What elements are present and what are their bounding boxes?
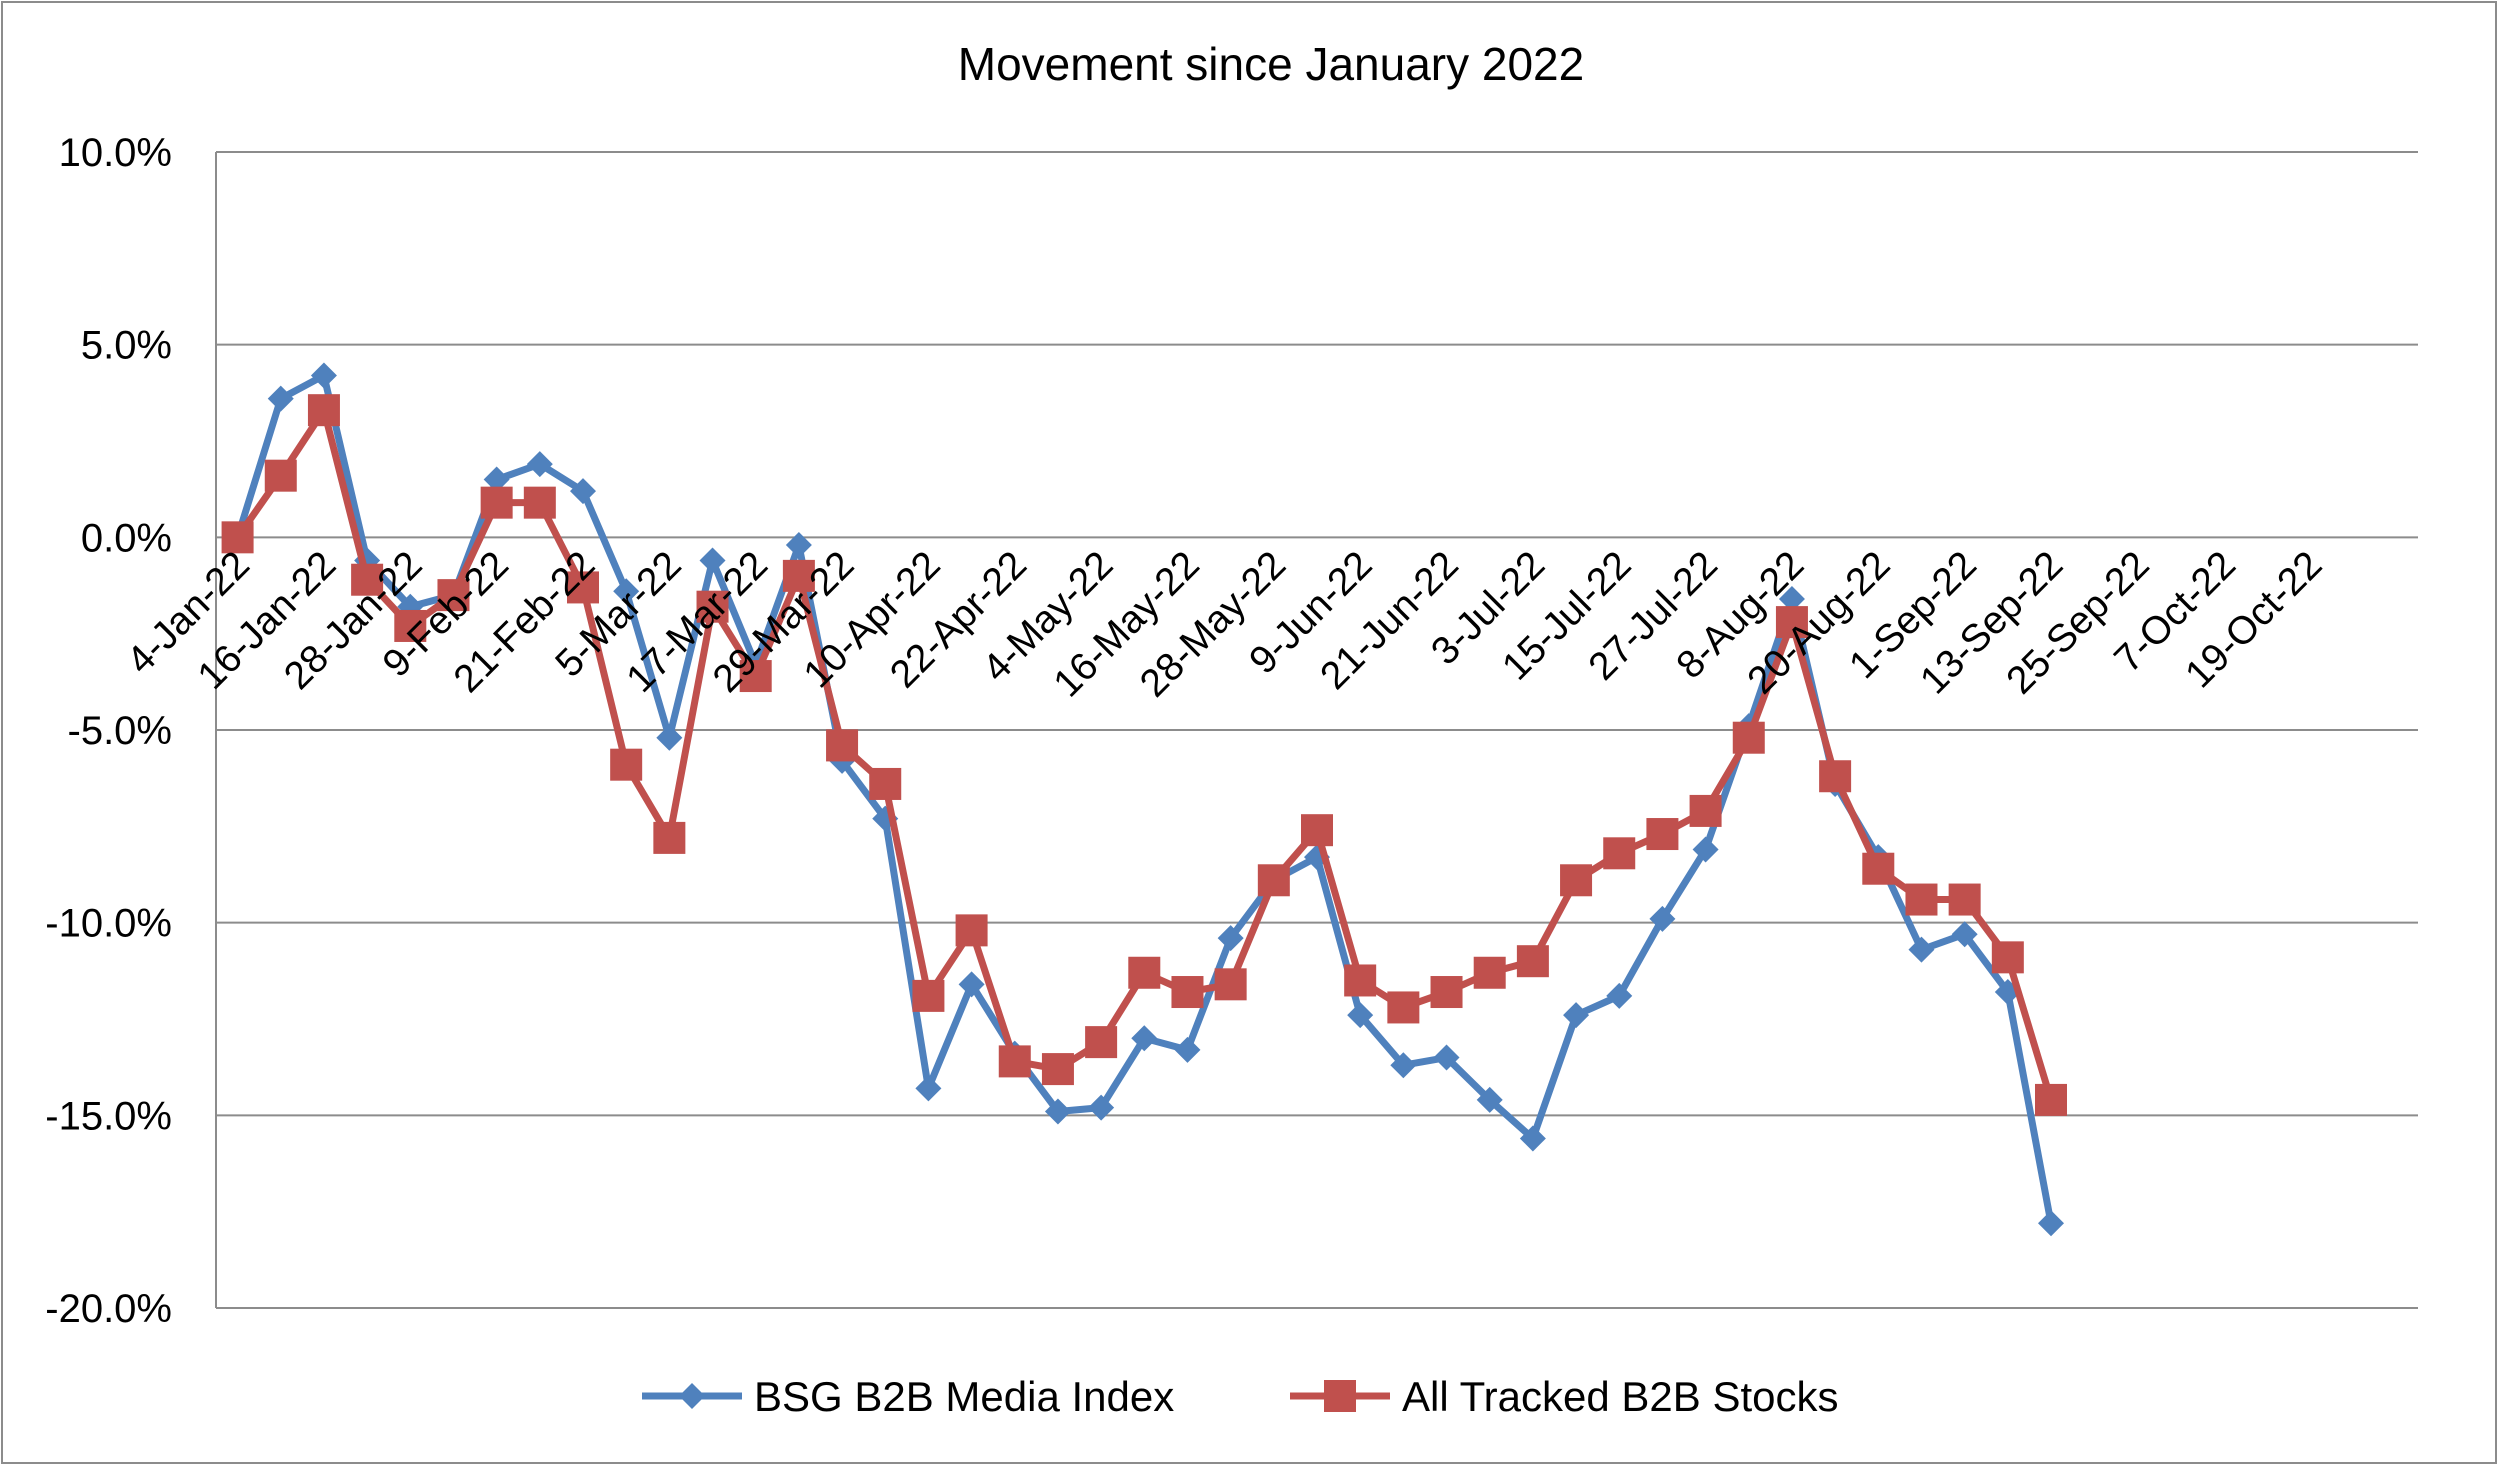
data-point-marker [1347,1002,1374,1029]
series-layer [221,362,2067,1237]
y-tick-label: 10.0% [59,131,172,175]
data-point-marker [1951,921,1978,948]
data-point-marker [264,459,297,492]
data-point-marker [526,451,553,478]
data-point-marker [1563,1002,1590,1029]
data-point-marker [1257,864,1290,897]
y-tick-label: -10.0% [45,902,172,946]
legend-item: All Tracked B2B Stocks [1290,1373,1839,1420]
data-point-marker [1344,964,1377,997]
y-tick-label: -5.0% [68,709,173,753]
data-point-marker [998,1045,1031,1078]
data-point-marker [1819,760,1852,793]
gridlines [215,151,2418,1309]
data-point-marker [610,748,643,781]
data-point-marker [1603,837,1636,870]
data-point-marker [2035,1083,2067,1116]
data-point-marker [1214,968,1247,1001]
legend-marker [1324,1380,1356,1412]
data-point-marker [570,478,596,505]
data-point-marker [958,971,985,998]
data-point-marker [1862,852,1895,885]
data-point-marker [1171,976,1204,1009]
legend: BSG B2B Media Index All Tracked B2B Stock… [642,1373,1839,1420]
data-point-marker [1516,945,1549,978]
data-point-marker [699,547,726,574]
y-tick-label: 0.0% [81,516,172,560]
legend-marker [679,1383,705,1409]
y-tick-label: -20.0% [45,1287,172,1331]
data-point-marker [1044,1098,1071,1125]
y-tick-label: -15.0% [45,1094,172,1138]
data-point-marker [656,724,683,751]
legend-label: BSG B2B Media Index [754,1373,1174,1420]
data-point-marker [1775,606,1808,639]
data-point-marker [1646,818,1679,851]
data-point-marker [267,385,294,412]
data-point-marker [1606,982,1633,1009]
data-point-marker [307,394,340,427]
data-point-marker [613,578,640,605]
data-point-marker [1473,956,1506,989]
data-point-marker [1692,836,1719,863]
data-point-marker [1430,976,1463,1009]
data-point-marker [437,579,470,612]
data-point-marker [1519,1125,1546,1152]
x-axis-tick-labels: 4-Jan-2216-Jan-2228-Jan-229-Feb-2221-Feb… [119,543,2331,705]
data-point-marker [955,914,988,947]
series-all-tracked-b2b-stocks [221,394,2067,1116]
legend-label: All Tracked B2B Stocks [1402,1373,1839,1420]
data-point-marker [1905,883,1938,916]
y-tick-label: 5.0% [81,324,172,368]
data-point-marker [1217,925,1244,952]
data-point-marker [1948,883,1981,916]
legend-item: BSG B2B Media Index [642,1373,1174,1420]
data-point-marker [2038,1210,2064,1237]
data-point-marker [310,362,337,389]
data-point-marker [912,979,945,1012]
data-point-marker [1433,1044,1460,1071]
data-point-marker [221,521,254,554]
data-point-marker [1908,936,1935,963]
data-point-marker [826,729,859,762]
data-point-marker [1174,1036,1201,1063]
data-point-marker [523,486,556,519]
data-point-marker [1560,864,1593,897]
data-point-marker [1649,905,1676,932]
data-point-marker [1732,721,1765,754]
data-point-marker [1085,1026,1118,1059]
data-point-marker [1041,1053,1074,1086]
data-point-marker [1088,1094,1115,1121]
data-point-marker [394,609,427,642]
data-point-marker [1778,585,1805,612]
data-point-marker [351,563,384,596]
data-point-marker [782,559,815,592]
data-point-marker [483,466,510,493]
data-point-marker [1991,941,2024,974]
data-point-marker [869,767,902,800]
data-point-marker [1387,991,1420,1024]
data-point-marker [739,660,772,693]
data-point-marker [1128,956,1161,989]
y-axis-tick-labels: 10.0% 5.0% 0.0% -5.0% -10.0% -15.0% -20.0% [45,131,172,1331]
data-point-marker [1476,1086,1503,1113]
data-point-marker [1390,1052,1417,1079]
data-point-marker [1301,814,1333,847]
chart-title: Movement since January 2022 [958,38,1584,90]
data-point-marker [653,821,686,854]
data-point-marker [1689,794,1722,827]
data-point-marker [696,590,729,623]
data-point-marker [567,571,599,604]
data-point-marker [480,486,513,519]
data-point-marker [785,532,812,559]
data-point-marker [1131,1025,1158,1052]
data-point-marker [915,1075,942,1102]
